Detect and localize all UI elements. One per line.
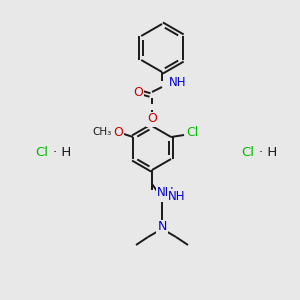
Text: · H: · H [259,146,277,158]
Text: NH: NH [168,190,185,202]
Text: CH₃: CH₃ [92,127,112,137]
Text: NH: NH [157,185,175,199]
Text: Cl: Cl [186,125,198,139]
Text: NH: NH [169,76,187,89]
Text: O: O [133,86,143,100]
Text: O: O [113,125,123,139]
Text: · H: · H [53,146,71,158]
Text: Cl: Cl [242,146,254,158]
Text: N: N [157,220,167,233]
Text: Cl: Cl [35,146,49,158]
Text: O: O [147,112,157,125]
